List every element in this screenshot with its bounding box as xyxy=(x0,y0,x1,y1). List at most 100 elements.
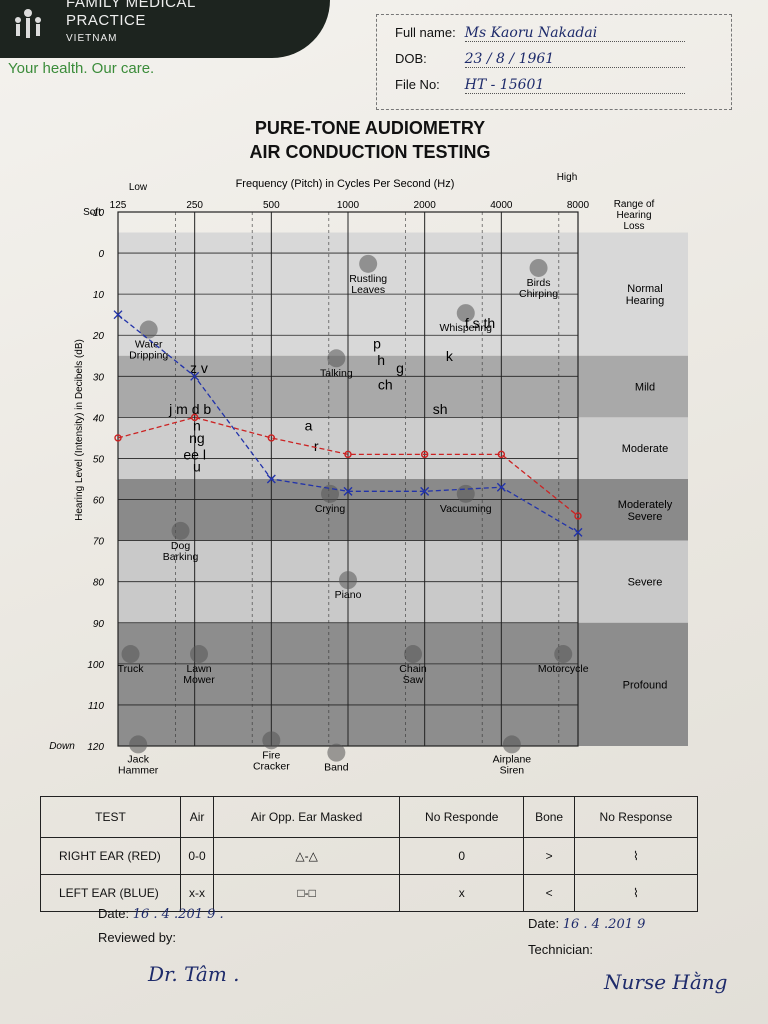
phoneme-label-8: p xyxy=(373,335,381,351)
phoneme-label-7: r xyxy=(314,438,319,454)
series-0-point-5 xyxy=(497,450,506,459)
sound-icon xyxy=(171,521,190,540)
legend-right-masked: △-△ xyxy=(213,837,401,875)
legend-left-noresp: x xyxy=(399,874,525,912)
sound-label-14: Fire xyxy=(262,749,280,761)
brand-line-3: VIETNAM xyxy=(66,33,118,44)
sound-label-4: Talking xyxy=(320,367,353,379)
patient-info-box: Full name: Ms Kaoru Nakadai DOB: 23 / 8 … xyxy=(376,14,732,110)
band-label-4: Severe xyxy=(628,577,663,589)
series-0-point-4 xyxy=(420,450,429,459)
phoneme-label-5: u xyxy=(193,459,201,475)
sound-label-2: Water xyxy=(135,339,163,351)
date-left: Date: 16 . 4 .201 9 . xyxy=(98,906,224,922)
sound-icon xyxy=(529,258,548,277)
y-top-label: Soft xyxy=(83,207,101,218)
full-name-row: Full name: Ms Kaoru Nakadai xyxy=(395,25,685,42)
y-tick-label: 30 xyxy=(93,372,105,383)
y-tick-label: 60 xyxy=(93,496,105,507)
phoneme-label-1: j m d b xyxy=(168,401,211,417)
legend-row-left: LEFT EAR (BLUE) x-x □-□ x < ⌇ xyxy=(40,874,699,912)
phoneme-label-6: a xyxy=(305,418,313,434)
title-line-1: PURE-TONE AUDIOMETRY xyxy=(254,118,486,138)
series-1-point-0 xyxy=(113,310,123,320)
x-high-label: High xyxy=(557,172,578,183)
sound-label-12: Motorcycle xyxy=(538,663,589,675)
range-header: Hearing xyxy=(616,210,651,221)
legend-table: TEST Air Air Opp. Ear Masked No Responde… xyxy=(40,796,699,912)
title-line-2: AIR CONDUCTION TESTING xyxy=(249,142,491,162)
x-tick-label: 500 xyxy=(263,200,280,211)
phoneme-label-0: z v xyxy=(190,360,208,376)
sound-label-7: Barking xyxy=(163,551,199,563)
series-0-point-0 xyxy=(114,434,122,442)
x-low-label: Low xyxy=(129,182,148,193)
sound-label-16: Airplane xyxy=(493,753,532,765)
sound-label-5: Crying xyxy=(315,503,346,515)
sound-icon xyxy=(404,645,423,664)
x-axis-label: Frequency (Pitch) in Cycles Per Second (… xyxy=(236,178,455,190)
band-label-3: Moderately xyxy=(618,499,673,511)
sound-label-13: Hammer xyxy=(118,764,159,776)
sound-icon xyxy=(139,320,158,339)
date-left-value: 16 . 4 .201 9 . xyxy=(132,907,224,922)
sound-icon xyxy=(262,731,281,750)
sound-icon xyxy=(502,735,521,754)
series-0-point-2 xyxy=(267,434,276,442)
sound-icon xyxy=(554,645,573,664)
phoneme-label-10: g xyxy=(396,360,404,376)
legend-header-air: Air xyxy=(179,796,215,838)
band-label-2: Moderate xyxy=(622,443,668,455)
dob-label: DOB: xyxy=(395,51,427,66)
sound-label-11: Chain xyxy=(399,663,427,675)
series-1-point-5 xyxy=(496,482,506,492)
sound-label-16: Siren xyxy=(500,764,525,776)
dob-value: 23 / 8 / 1961 xyxy=(464,51,685,68)
y-tick-label: 40 xyxy=(93,413,105,424)
sound-icon xyxy=(121,645,140,664)
sound-icon xyxy=(190,645,209,664)
sound-label-2: Dripping xyxy=(129,350,168,362)
dob-row: DOB: 23 / 8 / 1961 xyxy=(395,51,685,68)
legend-header-noresp2: No Response xyxy=(573,796,699,838)
reviewer-signature: Dr. Tâm . xyxy=(148,962,240,986)
y-tick-label: 50 xyxy=(93,454,105,465)
date-right-value: 16 . 4 .201 9 xyxy=(562,917,646,932)
date-right: Date: 16 . 4 .201 9 xyxy=(528,916,645,932)
y-axis-label: Hearing Level (Intensity) in Decibels (d… xyxy=(74,339,85,521)
sound-icon xyxy=(339,571,357,590)
legend-left-masked: □-□ xyxy=(213,874,401,912)
sound-label-10: Mower xyxy=(183,674,215,686)
sound-label-15: Band xyxy=(324,762,349,774)
header-banner: FAMILY MEDICAL PRACTICE VIETNAM xyxy=(0,0,330,58)
tagline: Your health. Our care. xyxy=(8,60,155,77)
y-tick-label: -10 xyxy=(90,208,105,219)
phoneme-label-13: k xyxy=(446,348,454,364)
technician-label: Technician: xyxy=(528,942,594,957)
y-tick-label: 100 xyxy=(87,660,104,671)
sound-label-14: Cracker xyxy=(253,760,290,772)
phoneme-label-4: ee l xyxy=(183,446,206,462)
file-label: File No: xyxy=(395,77,440,92)
y-tick-label: 70 xyxy=(93,537,105,548)
band-label-1: Mild xyxy=(635,382,655,394)
band-3 xyxy=(118,479,688,541)
legend-right-test: RIGHT EAR (RED) xyxy=(40,837,181,875)
phoneme-label-9: h xyxy=(377,352,385,368)
band-5 xyxy=(118,622,688,746)
sound-icon xyxy=(359,254,378,273)
sound-label-0: Rustling xyxy=(349,273,387,285)
y-tick-label: 10 xyxy=(93,290,105,301)
family-logo-icon xyxy=(15,9,41,38)
date-right-label: Date: xyxy=(528,916,560,931)
x-tick-label: 1000 xyxy=(337,200,360,211)
phoneme-label-3: ng xyxy=(189,430,205,446)
series-1-point-1 xyxy=(190,371,200,381)
band-label-0: Hearing xyxy=(626,295,665,307)
series-0-point-1 xyxy=(190,413,199,422)
brand-line-2: PRACTICE xyxy=(66,12,146,29)
phoneme-label-12: sh xyxy=(433,401,448,417)
audiogram-chart: NormalHearingMildModerateModeratelySever… xyxy=(49,172,688,776)
brand-name: FAMILY MEDICAL PRACTICE VIETNAM xyxy=(66,0,196,48)
legend-right-air: 0-0 xyxy=(179,837,215,875)
